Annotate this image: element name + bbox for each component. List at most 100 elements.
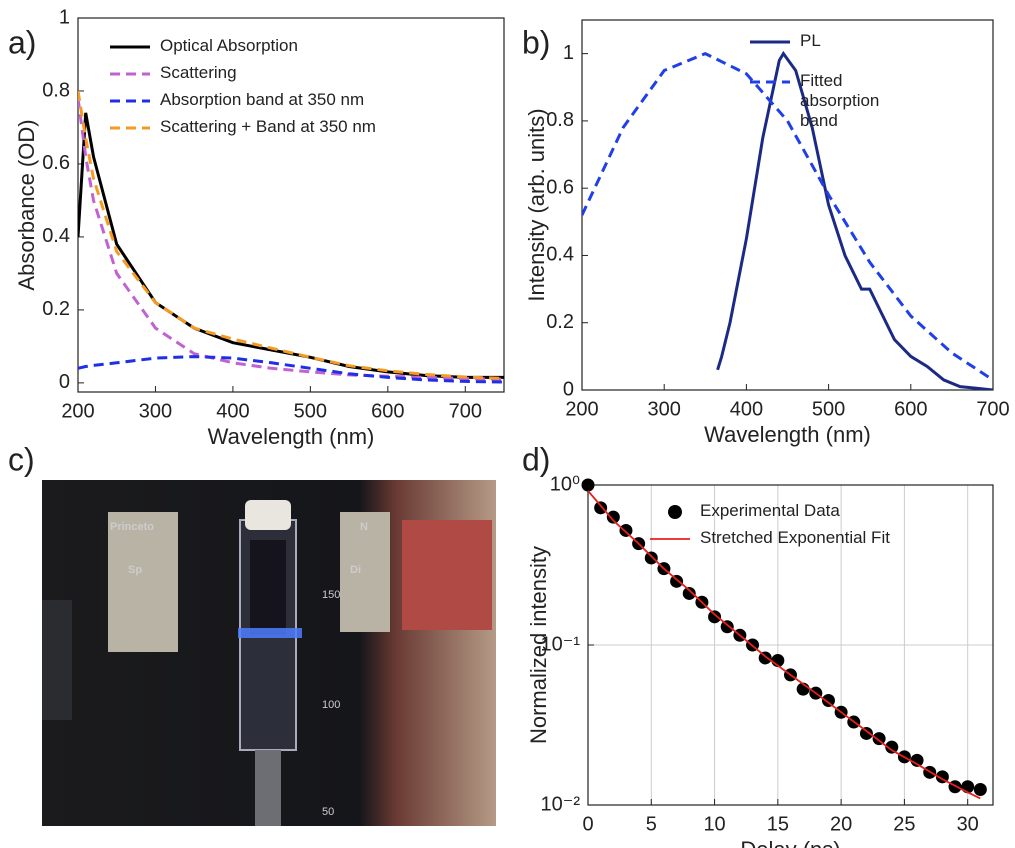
x-tick-label: 5 <box>646 813 657 835</box>
x-tick-label: 15 <box>767 813 789 835</box>
data-point <box>859 726 873 740</box>
x-tick-label: 0 <box>582 813 593 835</box>
legend-entry: Optical Absorption <box>160 36 298 55</box>
panel-label: d) <box>522 441 550 477</box>
y-tick-label: 10⁻¹ <box>541 633 581 655</box>
photo-cap <box>245 500 291 530</box>
y-tick-label: 0.4 <box>546 244 574 266</box>
legend-entry: Experimental Data <box>700 501 840 520</box>
data-point <box>910 753 924 767</box>
photo-text: N <box>360 521 368 533</box>
legend-label: Absorption band at 350 nm <box>160 90 365 109</box>
legend-entry: PL <box>800 31 821 50</box>
x-tick-label: 20 <box>830 813 852 835</box>
data-point <box>885 740 899 754</box>
data-point <box>973 782 987 796</box>
data-point <box>821 693 835 707</box>
y-axis-label: Intensity (arb. units) <box>524 108 549 301</box>
panel-label: b) <box>522 24 550 60</box>
photo-liquid <box>250 540 286 635</box>
legend-marker <box>668 505 682 519</box>
legend-entry: Scattering + Band at 350 nm <box>160 117 376 136</box>
legend-entry: Absorption band at 350 nm <box>160 90 365 109</box>
x-tick-label: 300 <box>648 398 681 420</box>
y-tick-label: 10⁰ <box>550 473 580 495</box>
photo-text: Princeto <box>110 521 154 533</box>
y-tick-label: 0.6 <box>42 152 70 174</box>
legend-label: Scattering + Band at 350 nm <box>160 117 376 136</box>
legend-label: Scattering <box>160 63 237 82</box>
y-tick-label: 1 <box>563 42 574 64</box>
series-line <box>78 90 504 380</box>
x-tick-label: 25 <box>893 813 915 835</box>
x-axis-label: Wavelength (nm) <box>208 424 375 449</box>
y-axis-label: Absorbance (OD) <box>14 119 39 290</box>
photo-sign <box>108 512 178 652</box>
y-tick-label: 0.4 <box>42 225 70 247</box>
photo-text: Di <box>350 564 361 576</box>
x-tick-label: 500 <box>294 400 327 422</box>
x-axis-label: Wavelength (nm) <box>704 422 871 447</box>
x-axis-label: Delay (ns) <box>740 837 840 848</box>
legend-entry: Fitted absorption band <box>800 71 880 130</box>
x-tick-label: 300 <box>139 400 172 422</box>
x-tick-label: 600 <box>894 398 927 420</box>
legend-label: Experimental Data <box>700 501 840 520</box>
x-tick-label: 30 <box>957 813 979 835</box>
plot-frame <box>581 19 994 391</box>
y-tick-label: 0.8 <box>546 109 574 131</box>
series-line <box>78 112 504 379</box>
data-point <box>682 586 696 600</box>
photo-holder <box>255 750 281 826</box>
series-line <box>78 98 504 381</box>
data-point <box>606 510 620 524</box>
data-point <box>644 551 658 565</box>
y-tick-label: 0.8 <box>42 79 70 101</box>
x-tick-label: 200 <box>565 398 598 420</box>
legend-label: PL <box>800 31 821 50</box>
data-point <box>720 620 734 634</box>
photo-sign <box>340 512 390 632</box>
photo-text: Sp <box>128 564 142 576</box>
y-tick-label: 0 <box>59 371 70 393</box>
legend-label: Optical Absorption <box>160 36 298 55</box>
y-tick-label: 0 <box>563 378 574 400</box>
legend-entry: Scattering <box>160 63 237 82</box>
y-tick-label: 10⁻² <box>541 793 581 815</box>
y-tick-label: 0.6 <box>546 176 574 198</box>
legend-label: Stretched Exponential Fit <box>700 528 890 547</box>
data-point <box>581 478 595 492</box>
data-point <box>594 501 608 515</box>
photo-text: 100 <box>322 699 340 711</box>
photo-text: 150 <box>322 589 340 601</box>
series-line <box>588 490 981 800</box>
plot-frame <box>587 484 994 806</box>
y-axis-label: Normalized intensity <box>526 546 551 744</box>
x-tick-label: 200 <box>61 400 94 422</box>
x-tick-label: 10 <box>703 813 725 835</box>
series-line <box>716 50 993 390</box>
x-tick-label: 400 <box>216 400 249 422</box>
x-tick-label: 400 <box>730 398 763 420</box>
y-tick-label: 0.2 <box>546 311 574 333</box>
photo-wall <box>402 520 492 630</box>
x-tick-label: 500 <box>812 398 845 420</box>
panel-label: a) <box>8 24 36 60</box>
x-tick-label: 700 <box>976 398 1009 420</box>
photo-text: 50 <box>322 806 334 818</box>
plot-frame <box>77 17 505 393</box>
photo-beam <box>238 628 302 638</box>
data-point <box>619 523 633 537</box>
series-line <box>78 355 504 384</box>
y-tick-label: 1 <box>59 6 70 28</box>
data-point <box>670 574 684 588</box>
panel-label: c) <box>8 441 35 477</box>
data-point <box>708 610 722 624</box>
x-tick-label: 700 <box>449 400 482 422</box>
data-point <box>948 780 962 794</box>
x-tick-label: 600 <box>371 400 404 422</box>
data-point <box>872 732 886 746</box>
legend-label: Fitted absorption band <box>800 71 880 130</box>
